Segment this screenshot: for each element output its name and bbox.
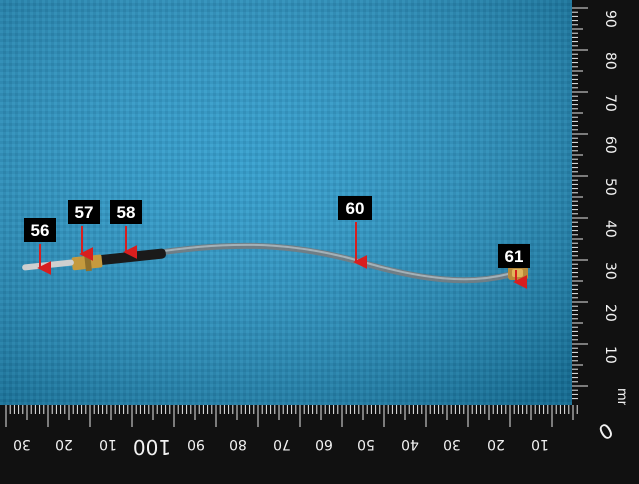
- callout-label-58: 58: [117, 203, 136, 222]
- horizontal-ruler-label: 30: [443, 436, 461, 452]
- vertical-ruler-label: 90: [602, 10, 618, 28]
- callout-label-56: 56: [31, 221, 50, 240]
- horizontal-ruler: 30 20 10 100 90 80 70 60 50 40 30 20 10 0: [0, 405, 639, 484]
- callout-57: 57: [68, 200, 100, 261]
- vertical-ruler-label: 80: [602, 52, 618, 70]
- callout-label-61: 61: [505, 247, 524, 266]
- callout-60: 60: [338, 196, 372, 269]
- callout-label-60: 60: [346, 199, 365, 218]
- horizontal-ruler-label: 20: [487, 436, 505, 452]
- horizontal-ruler-label: 50: [357, 436, 375, 452]
- callout-56: 56: [24, 218, 56, 275]
- horizontal-ruler-label: 10: [99, 436, 117, 452]
- horizontal-ruler-label: 30: [13, 436, 31, 452]
- horizontal-ruler-label: 40: [401, 436, 419, 452]
- horizontal-ruler-label: 70: [273, 436, 291, 452]
- horizontal-ruler-label: 20: [55, 436, 73, 452]
- vertical-ruler-label: 40: [602, 220, 618, 238]
- horizontal-ruler-label: 100: [133, 435, 171, 459]
- vertical-ruler-label: 50: [602, 178, 618, 196]
- callout-label-57: 57: [75, 203, 94, 222]
- horizontal-ruler-label: 10: [531, 436, 549, 452]
- horizontal-ruler-label: 90: [187, 436, 205, 452]
- vertical-ruler-label: 60: [602, 136, 618, 154]
- vertical-ruler-label: 10: [602, 346, 618, 364]
- horizontal-ruler-label: 80: [229, 436, 247, 452]
- vertical-ruler-label: 30: [602, 262, 618, 280]
- callout-61: 61: [498, 244, 530, 289]
- vertical-ruler-label: 70: [602, 94, 618, 112]
- vertical-ruler-label: 20: [602, 304, 618, 322]
- callout-58: 58: [110, 200, 142, 259]
- horizontal-ruler-label: 60: [315, 436, 333, 452]
